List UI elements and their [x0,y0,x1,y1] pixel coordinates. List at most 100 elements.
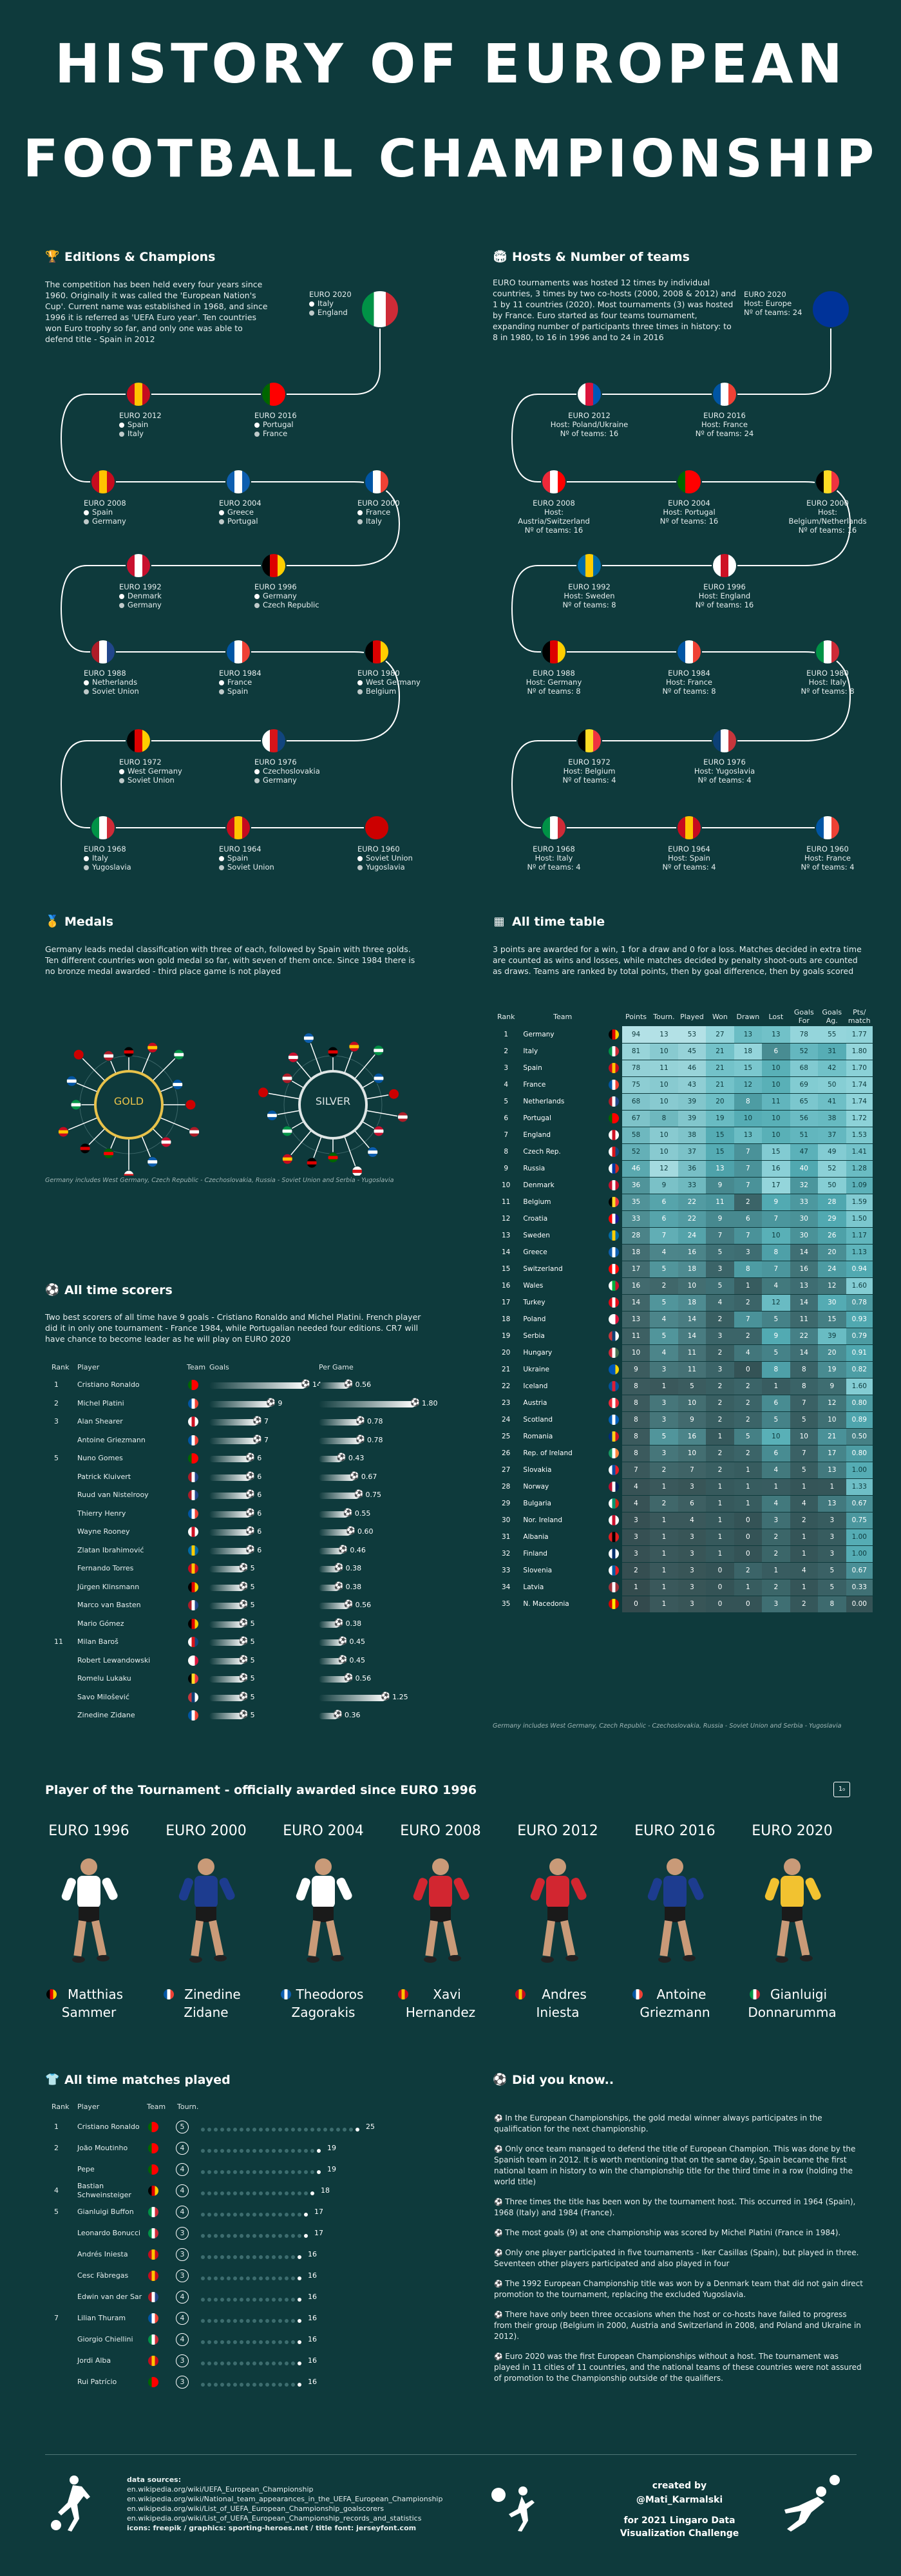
match-dot [201,2255,205,2259]
scorer-name: Ruud van Nistelrooy [77,1491,149,1499]
timeline-line [511,329,851,828]
team-flag-icon [609,1080,620,1090]
alltime-col-header: Points [625,1012,647,1021]
alltime-cell: 1 [818,1478,846,1496]
alltime-cell: 46 [621,1160,650,1178]
host-name: Host: France [701,420,748,429]
matches-col-header: Tourn. [177,2103,199,2111]
alltime-cell: 68 [621,1093,650,1111]
match-dot [214,2213,218,2217]
alltime-cell: 9 [678,1411,707,1429]
scorer-row: Savo Milošević ⚽ 5 ⚽ 1.25 [52,1691,438,1704]
alltime-cell: 7 [504,1131,509,1139]
ho-node-label: EURO 1960 Host: France Nº of teams: 4 [782,844,873,872]
matches-dots [201,2274,304,2280]
team-flag-icon [609,1063,620,1073]
team-flag-icon [609,1029,620,1040]
per-game-ball-icon: ⚽ [343,1673,354,1682]
team-flag-icon [609,1465,620,1475]
match-dot [214,2170,218,2174]
team-count: Nº of teams: 8 [801,687,855,696]
scorer-row: 1 Cristiano Ronaldo ⚽ 14 ⚽ 0.56 [52,1379,438,1392]
scorer-row: Romelu Lukaku ⚽ 5 ⚽ 0.56 [52,1672,438,1686]
source-link[interactable]: en.wikipedia.org/wiki/List_of_UEFA_Europ… [127,2514,422,2523]
source-link[interactable]: en.wikipedia.org/wiki/List_of_UEFA_Europ… [127,2504,384,2513]
alltime-cell: 10 [762,1060,790,1077]
silver-dot-icon [357,519,363,524]
matches-value: 19 [327,2144,336,2152]
alltime-col-header: Team [553,1012,573,1021]
silver-country-flag [388,1088,400,1100]
ed-node-year: EURO 1976 [254,758,297,767]
pott-last-name: Sammer [61,2005,117,2020]
gold-country-flag [147,1042,158,1053]
alltime-cell: 2 [734,1328,763,1345]
match-dot [259,2276,263,2280]
ed-flag-5 [364,469,390,495]
alltime-cell: 1 [650,1478,678,1496]
team-name: Slovenia [523,1567,553,1574]
host-name: Host: Poland/Ukraine [550,420,629,429]
per-game-ball-icon: ⚽ [338,1544,348,1554]
match-dot [207,2361,211,2365]
scorer-flag-icon [188,1398,198,1409]
alltime-cell: 0 [706,1562,734,1579]
match-dot [240,2191,243,2195]
gold-ring [94,1070,164,1140]
alltime-cell: 13 [734,1026,763,1044]
alltime-cell: 20 [706,1093,734,1111]
ho-flag-6 [576,553,602,578]
match-dot [252,2234,256,2238]
gold-winner: Greece [219,508,296,517]
source-link[interactable]: en.wikipedia.org/wiki/National_team_appe… [127,2495,443,2503]
ho-flag-3 [541,469,567,495]
per-game-value: 0.46 [350,1545,366,1554]
match-dot [207,2213,211,2217]
matches-row: Giorgio Chiellini 4 16 [52,2331,438,2350]
scorers-heading-text: All time scorers [64,1283,173,1297]
tournaments-count: 3 [176,2248,189,2261]
matches-heading: 👕 All time matches played [45,2073,231,2087]
match-dot [233,2170,237,2174]
alltime-cell: 1.00 [846,1529,873,1546]
per-game-value: 0.45 [349,1637,366,1646]
per-game-ball-icon: ⚽ [334,1617,344,1627]
match-dot [298,2191,301,2195]
source-link[interactable]: en.wikipedia.org/wiki/UEFA_European_Cham… [127,2485,314,2494]
per-game-bar [319,1694,386,1701]
alltime-cell: 9 [621,1361,650,1379]
alltime-cell: 5 [650,1261,678,1278]
alltime-cell: 8 [621,1411,650,1429]
gold-country-flag [66,1075,77,1087]
alltime-cell: 0.82 [846,1361,873,1379]
silver-country-flag [281,1073,293,1084]
gold-winner: Germany [254,591,332,600]
alltime-cell: 8 [621,1428,650,1445]
team-flag-cell [606,1277,622,1294]
match-dot [298,2298,301,2302]
alltime-cell: 31 [502,1533,511,1541]
scorer-name: Robert Lewandowski [77,1655,151,1665]
scorer-row: 11 Milan Baroš ⚽ 5 ⚽ 0.45 [52,1636,438,1649]
per-game-value: 0.67 [361,1472,377,1481]
alltime-cell: 1 [790,1545,819,1563]
matches-value: 19 [327,2165,336,2173]
alltime-cell: 7 [678,1462,707,1479]
match-dot [323,2128,327,2132]
alltime-cell: 3 [818,1545,846,1563]
goals-value: 6 [257,1527,262,1536]
match-dot [214,2361,218,2365]
gold-spoke [159,1117,194,1132]
silver-dot-icon [84,519,89,524]
ed-flag-15 [364,815,390,841]
alltime-cell: 0 [734,1596,763,1613]
match-dot [278,2213,282,2217]
silver-country-flag [266,1110,278,1121]
match-dot [349,2128,353,2132]
alltime-cell: 9 [504,1165,509,1172]
match-dot [304,2191,308,2195]
sources-title: data sources: [127,2476,182,2484]
match-dot [207,2383,211,2387]
alltime-cell: 1.00 [846,1462,873,1479]
alltime-cell: 4 [650,1344,678,1362]
